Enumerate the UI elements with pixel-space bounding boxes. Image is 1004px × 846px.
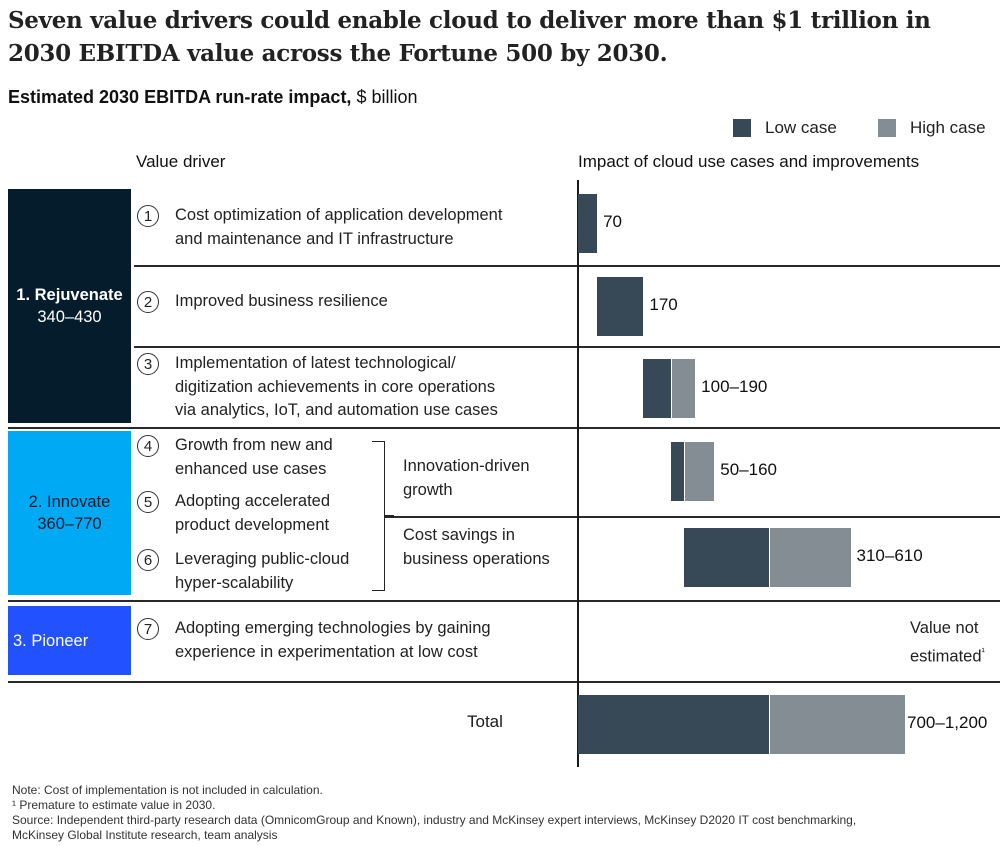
footnote-note: Note: Cost of implementation is not incl… — [12, 783, 323, 797]
driver-text-line: enhanced use cases — [175, 459, 327, 478]
value-not-estimated: Value not estimated¹ — [910, 617, 985, 669]
driver-number-badge: 1 — [137, 205, 159, 227]
footnotes: Note: Cost of implementation is not incl… — [12, 783, 856, 843]
group-innovate-name: 2. Innovate — [28, 493, 111, 511]
driver-text-line: hyper-scalability — [175, 573, 294, 592]
group-pioneer: 3. Pioneer — [8, 606, 131, 675]
bar-low-case — [578, 694, 769, 754]
group-pioneer-name: 3. Pioneer — [13, 631, 89, 650]
group-innovate: 2. Innovate 360–770 — [8, 431, 131, 595]
bracket — [372, 441, 385, 591]
bar-value-label: 50–160 — [720, 460, 777, 479]
driver-text-line: and maintenance and IT infrastructure — [175, 229, 454, 248]
driver-text-line: digitization achievements in core operat… — [175, 377, 496, 396]
driver-text-line: Cost optimization of application develop… — [175, 206, 503, 224]
header-impact: Impact of cloud use cases and improvemen… — [578, 152, 920, 171]
group-rejuvenate: 1. Rejuvenate 340–430 — [8, 189, 131, 423]
subcat-line: Innovation-driven — [403, 457, 530, 475]
driver-text: Adopting accelerated product development — [175, 490, 330, 537]
footnote-source-cont: McKinsey Global Institute research, team… — [12, 828, 278, 842]
legend-swatch-low — [733, 119, 751, 137]
driver-text: Cost optimization of application develop… — [175, 204, 502, 251]
subcat-innovation-growth: Innovation-driven growth — [403, 455, 530, 502]
driver-text-line: via analytics, IoT, and automation use c… — [175, 401, 498, 419]
not-estimated-line: estimated — [910, 647, 982, 665]
driver-number-badge: 7 — [137, 618, 159, 640]
driver-text-line: Leveraging public-cloud — [175, 550, 350, 568]
bar-low-case — [684, 527, 769, 587]
legend-swatch-high — [878, 119, 896, 137]
legend-label-high: High case — [910, 118, 986, 137]
driver-number-badge: 6 — [137, 549, 159, 571]
driver-text-line: Adopting accelerated — [175, 492, 331, 510]
footnote-mark: ¹ — [981, 646, 985, 658]
row-divider — [385, 516, 1000, 518]
legend-label-low: Low case — [765, 118, 837, 137]
driver-text: Leveraging public-cloud hyper-scalability — [175, 548, 349, 595]
chart-subtitle: Estimated 2030 EBITDA run-rate impact, $… — [8, 87, 417, 108]
bar-high-case — [769, 694, 905, 754]
driver-text-line: Improved business resilience — [175, 292, 388, 310]
driver-text-line: Adopting emerging technologies by gainin… — [175, 619, 491, 637]
subtitle-unit: $ billion — [351, 87, 418, 107]
legend-high-case: High case — [878, 118, 986, 138]
bar-high-case — [671, 358, 696, 418]
bracket-stub — [385, 515, 394, 517]
group-divider — [8, 681, 1000, 683]
driver-text: Adopting emerging technologies by gainin… — [175, 617, 491, 664]
row-divider — [134, 346, 1000, 348]
chart-axis — [577, 180, 579, 767]
bar-low-case — [597, 276, 644, 336]
driver-number-badge: 4 — [137, 435, 159, 457]
legend-low-case: Low case — [733, 118, 837, 138]
driver-text: Improved business resilience — [175, 290, 388, 314]
subcat-line: Cost savings in — [403, 526, 515, 544]
bar-value-label: 700–1,200 — [907, 713, 988, 732]
subtitle-bold: Estimated 2030 EBITDA run-rate impact, — [8, 87, 352, 107]
bar-value-label: 170 — [649, 295, 678, 314]
driver-text-line: Growth from new and — [175, 436, 333, 454]
total-label: Total — [467, 712, 503, 731]
driver-text-line: Implementation of latest technological/ — [175, 354, 456, 372]
subcat-line: growth — [403, 480, 453, 499]
subcat-line: business operations — [403, 549, 550, 568]
subcat-cost-savings: Cost savings in business operations — [403, 524, 550, 571]
not-estimated-line: Value not — [910, 619, 979, 637]
chart-title: Seven value drivers could enable cloud t… — [8, 7, 931, 67]
row-divider — [134, 265, 1000, 267]
driver-number-badge: 2 — [137, 291, 159, 313]
group-rejuvenate-range: 340–430 — [37, 308, 102, 326]
group-divider — [8, 427, 1000, 429]
driver-number-badge: 3 — [137, 353, 159, 375]
driver-number-badge: 5 — [137, 491, 159, 513]
driver-text-line: product development — [175, 515, 330, 534]
group-rejuvenate-name: 1. Rejuvenate — [16, 286, 123, 304]
bar-value-label: 100–190 — [701, 377, 768, 396]
header-value-driver: Value driver — [136, 152, 226, 171]
bar-value-label: 70 — [603, 212, 622, 231]
group-divider — [8, 600, 1000, 602]
bar-high-case — [769, 527, 851, 587]
bar-low-case — [578, 193, 598, 253]
driver-text: Growth from new and enhanced use cases — [175, 434, 333, 481]
group-innovate-range: 360–770 — [37, 515, 102, 533]
footnote-1: ¹ Premature to estimate value in 2030. — [12, 798, 216, 812]
driver-text-line: experience in experimentation at low cos… — [175, 642, 478, 661]
footnote-source: Source: Independent third-party research… — [12, 813, 857, 827]
driver-text: Implementation of latest technological/d… — [175, 352, 498, 423]
bar-low-case — [670, 441, 685, 501]
bar-high-case — [685, 441, 715, 501]
bar-low-case — [643, 358, 671, 418]
bar-value-label: 310–610 — [856, 546, 923, 565]
